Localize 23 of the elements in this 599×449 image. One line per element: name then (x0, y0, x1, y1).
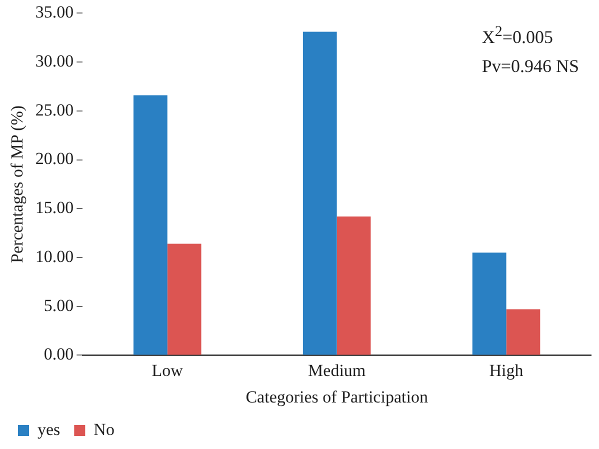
annotation: Pv=0.946 NS (482, 55, 579, 78)
bar (167, 244, 202, 355)
y-tick-label: 5.00 (44, 296, 74, 315)
legend-label: yes (38, 420, 60, 439)
x-tick-label: High (489, 360, 524, 380)
annotation: X$^{2}$=0.005 (482, 23, 554, 49)
bar (302, 32, 337, 355)
y-tick-label: 30.00 (35, 52, 74, 71)
bar (506, 309, 540, 355)
bar (472, 252, 506, 355)
y-tick-label: 35.00 (35, 2, 74, 22)
y-tick-label: 10.00 (35, 246, 74, 266)
y-tick-label: 25.00 (35, 100, 74, 120)
y-tick-label: 20.00 (35, 149, 74, 168)
y-tick-label: 0.00 (44, 344, 74, 364)
bar (336, 216, 371, 355)
y-axis-title: Percentages of MP (%) (8, 105, 27, 263)
x-tick-label: Low (152, 360, 184, 380)
x-axis-title: Categories of Participation (246, 387, 428, 406)
x-tick-label: Medium (308, 360, 366, 380)
y-tick-label: 15.00 (35, 198, 74, 218)
bar (133, 95, 168, 355)
legend-label: No (94, 420, 114, 439)
